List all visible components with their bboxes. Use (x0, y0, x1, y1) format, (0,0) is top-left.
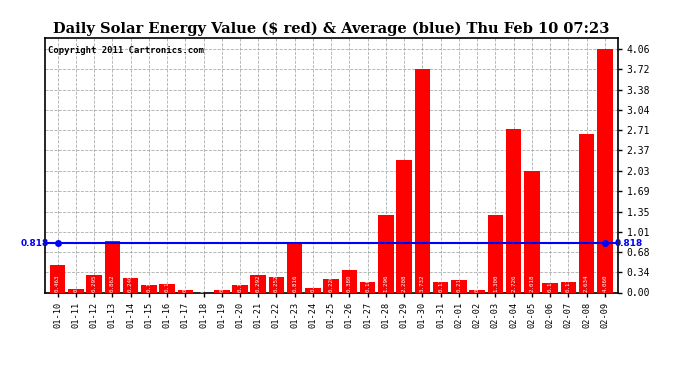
Text: 1.296: 1.296 (384, 275, 388, 292)
Bar (560, 282, 576, 292)
Text: 0.220: 0.220 (328, 275, 334, 292)
Bar (342, 270, 357, 292)
Bar (159, 284, 175, 292)
Title: Daily Solar Energy Value ($ red) & Average (blue) Thu Feb 10 07:23: Daily Solar Energy Value ($ red) & Avera… (53, 22, 609, 36)
Bar (233, 285, 248, 292)
Bar (415, 69, 430, 292)
Bar (524, 171, 540, 292)
Text: 0.068: 0.068 (310, 275, 315, 292)
Bar (579, 135, 594, 292)
Text: 2.726: 2.726 (511, 275, 516, 292)
Text: 0.130: 0.130 (237, 275, 242, 292)
Text: 0.818: 0.818 (615, 239, 643, 248)
Text: 0.215: 0.215 (456, 275, 462, 292)
Bar (250, 275, 266, 292)
Bar (141, 285, 157, 292)
Bar (506, 129, 522, 292)
Bar (105, 241, 120, 292)
Text: 0.167: 0.167 (365, 275, 370, 292)
Bar (86, 275, 102, 292)
Bar (451, 280, 466, 292)
Bar (177, 290, 193, 292)
Text: 0.132: 0.132 (146, 275, 151, 292)
Text: 0.057: 0.057 (73, 275, 79, 292)
Bar (68, 289, 83, 292)
Bar (214, 290, 230, 292)
Bar (469, 290, 485, 292)
Text: Copyright 2011 Cartronics.com: Copyright 2011 Cartronics.com (48, 46, 204, 56)
Text: 0.816: 0.816 (293, 275, 297, 292)
Text: 0.818: 0.818 (20, 239, 48, 248)
Text: 0.463: 0.463 (55, 275, 60, 292)
Text: 0.166: 0.166 (548, 275, 553, 292)
Bar (123, 278, 138, 292)
Text: 2.208: 2.208 (402, 275, 406, 292)
Text: 0.143: 0.143 (164, 275, 170, 292)
Text: 0.862: 0.862 (110, 275, 115, 292)
Text: 3.732: 3.732 (420, 275, 425, 292)
Text: 0.048: 0.048 (219, 275, 224, 292)
Text: 0.295: 0.295 (92, 275, 97, 292)
Text: 0.036: 0.036 (183, 275, 188, 292)
Bar (433, 282, 448, 292)
Bar (324, 279, 339, 292)
Text: 2.018: 2.018 (529, 275, 534, 292)
Bar (50, 265, 66, 292)
Text: 0.380: 0.380 (347, 275, 352, 292)
Text: 4.060: 4.060 (602, 275, 607, 292)
Text: 0.240: 0.240 (128, 275, 133, 292)
Bar (360, 282, 375, 292)
Text: 0.172: 0.172 (566, 275, 571, 292)
Bar (597, 49, 613, 292)
Bar (305, 288, 321, 292)
Bar (268, 278, 284, 292)
Text: 0.292: 0.292 (256, 275, 261, 292)
Text: 1.300: 1.300 (493, 275, 498, 292)
Text: 0.045: 0.045 (475, 275, 480, 292)
Text: 0.000: 0.000 (201, 275, 206, 292)
Bar (542, 282, 558, 292)
Bar (488, 214, 503, 292)
Text: 2.634: 2.634 (584, 275, 589, 292)
Bar (378, 215, 394, 292)
Text: 0.170: 0.170 (438, 275, 443, 292)
Bar (396, 160, 412, 292)
Text: 0.252: 0.252 (274, 275, 279, 292)
Bar (287, 243, 302, 292)
